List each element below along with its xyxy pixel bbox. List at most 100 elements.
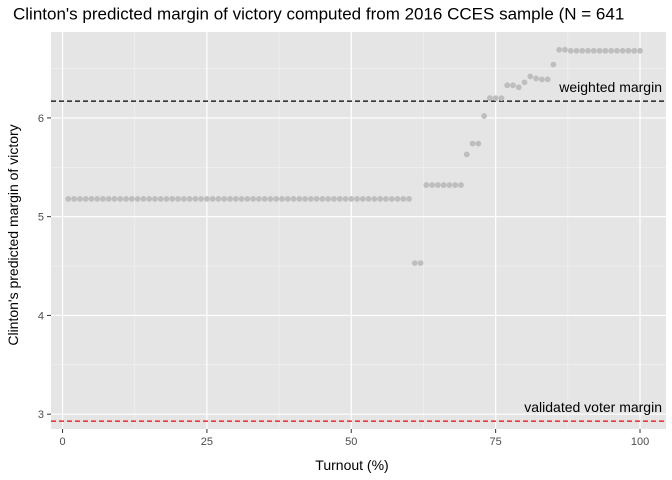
data-point <box>452 182 459 188</box>
data-point <box>290 195 297 202</box>
data-point <box>614 47 620 54</box>
data-point <box>296 195 303 202</box>
data-point <box>423 182 430 188</box>
y-axis-title: Clinton's predicted margin of victory <box>5 124 21 345</box>
data-point <box>504 82 511 89</box>
data-point <box>284 195 291 202</box>
data-point <box>515 84 522 91</box>
data-point <box>608 47 615 54</box>
data-point <box>105 195 112 202</box>
data-point <box>411 260 418 266</box>
data-point <box>163 195 170 202</box>
data-point <box>134 195 141 202</box>
data-point <box>313 195 320 202</box>
data-point <box>510 82 516 89</box>
data-point <box>538 76 545 83</box>
data-point <box>192 195 199 202</box>
data-point <box>562 46 568 53</box>
reference-line-label: weighted margin <box>558 79 662 95</box>
data-point <box>198 195 205 202</box>
x-tick-label: 50 <box>345 436 357 448</box>
minor-gridlines <box>51 32 666 429</box>
data-point <box>204 195 210 202</box>
data-point <box>65 195 72 202</box>
data-point <box>527 73 534 80</box>
data-point <box>76 195 83 202</box>
data-point <box>232 195 239 202</box>
data-point <box>82 195 89 202</box>
data-point <box>435 182 441 188</box>
x-tick-label: 0 <box>59 436 65 448</box>
data-point <box>221 195 228 202</box>
data-point <box>365 195 372 202</box>
data-point <box>88 195 95 202</box>
reference-lines <box>51 100 666 422</box>
data-point <box>244 195 251 202</box>
data-point <box>354 195 360 202</box>
data-point <box>342 195 349 202</box>
data-point <box>175 195 181 202</box>
y-axis: 3 4 5 6 <box>38 113 51 421</box>
data-point <box>111 195 118 202</box>
data-point <box>573 47 580 54</box>
data-point <box>585 47 591 54</box>
data-point <box>388 195 395 202</box>
major-gridlines <box>51 32 666 429</box>
y-tick-label: 3 <box>38 409 44 421</box>
data-point <box>625 47 632 54</box>
data-point <box>359 195 366 202</box>
x-tick-label: 75 <box>490 436 502 448</box>
data-point <box>637 47 643 54</box>
data-point <box>486 95 493 102</box>
x-tick-label: 100 <box>631 436 649 448</box>
data-point <box>556 46 563 53</box>
data-point <box>498 95 505 102</box>
data-point <box>325 195 332 202</box>
data-point <box>302 195 308 202</box>
data-point <box>417 260 424 266</box>
data-point <box>619 47 626 54</box>
data-point <box>71 195 77 202</box>
y-tick-label: 5 <box>38 212 44 224</box>
data-point <box>463 151 470 158</box>
data-point <box>394 195 401 202</box>
data-point <box>100 195 106 202</box>
reference-line-labels: weighted margin validated voter margin <box>524 79 662 415</box>
data-point <box>186 195 193 202</box>
data-point <box>475 140 482 147</box>
data-point <box>544 76 551 83</box>
data-point <box>631 47 638 54</box>
x-axis-title: Turnout (%) <box>315 457 388 473</box>
data-point <box>319 195 326 202</box>
data-point <box>348 195 355 202</box>
data-point <box>602 47 609 54</box>
data-point <box>255 195 262 202</box>
data-point <box>307 195 314 202</box>
data-point <box>406 195 412 202</box>
plot-panel <box>51 32 666 429</box>
data-point <box>250 195 257 202</box>
data-point <box>371 195 378 202</box>
data-point <box>336 195 343 202</box>
data-point <box>152 195 158 202</box>
data-point <box>446 182 453 188</box>
data-point <box>492 95 499 102</box>
data-point <box>331 195 337 202</box>
data-point <box>267 195 274 202</box>
data-point <box>469 140 476 147</box>
data-point <box>180 195 187 202</box>
data-point <box>429 182 436 188</box>
data-point <box>169 195 176 202</box>
chart-title: Clinton's predicted margin of victory co… <box>13 5 624 24</box>
data-point <box>521 79 528 86</box>
data-point <box>440 182 447 188</box>
data-point <box>550 61 557 68</box>
data-point <box>533 75 539 82</box>
data-point <box>377 195 384 202</box>
x-tick-label: 25 <box>201 436 213 448</box>
data-point <box>140 195 147 202</box>
data-point <box>146 195 153 202</box>
data-point <box>157 195 164 202</box>
data-point <box>579 47 586 54</box>
data-point <box>400 195 407 202</box>
